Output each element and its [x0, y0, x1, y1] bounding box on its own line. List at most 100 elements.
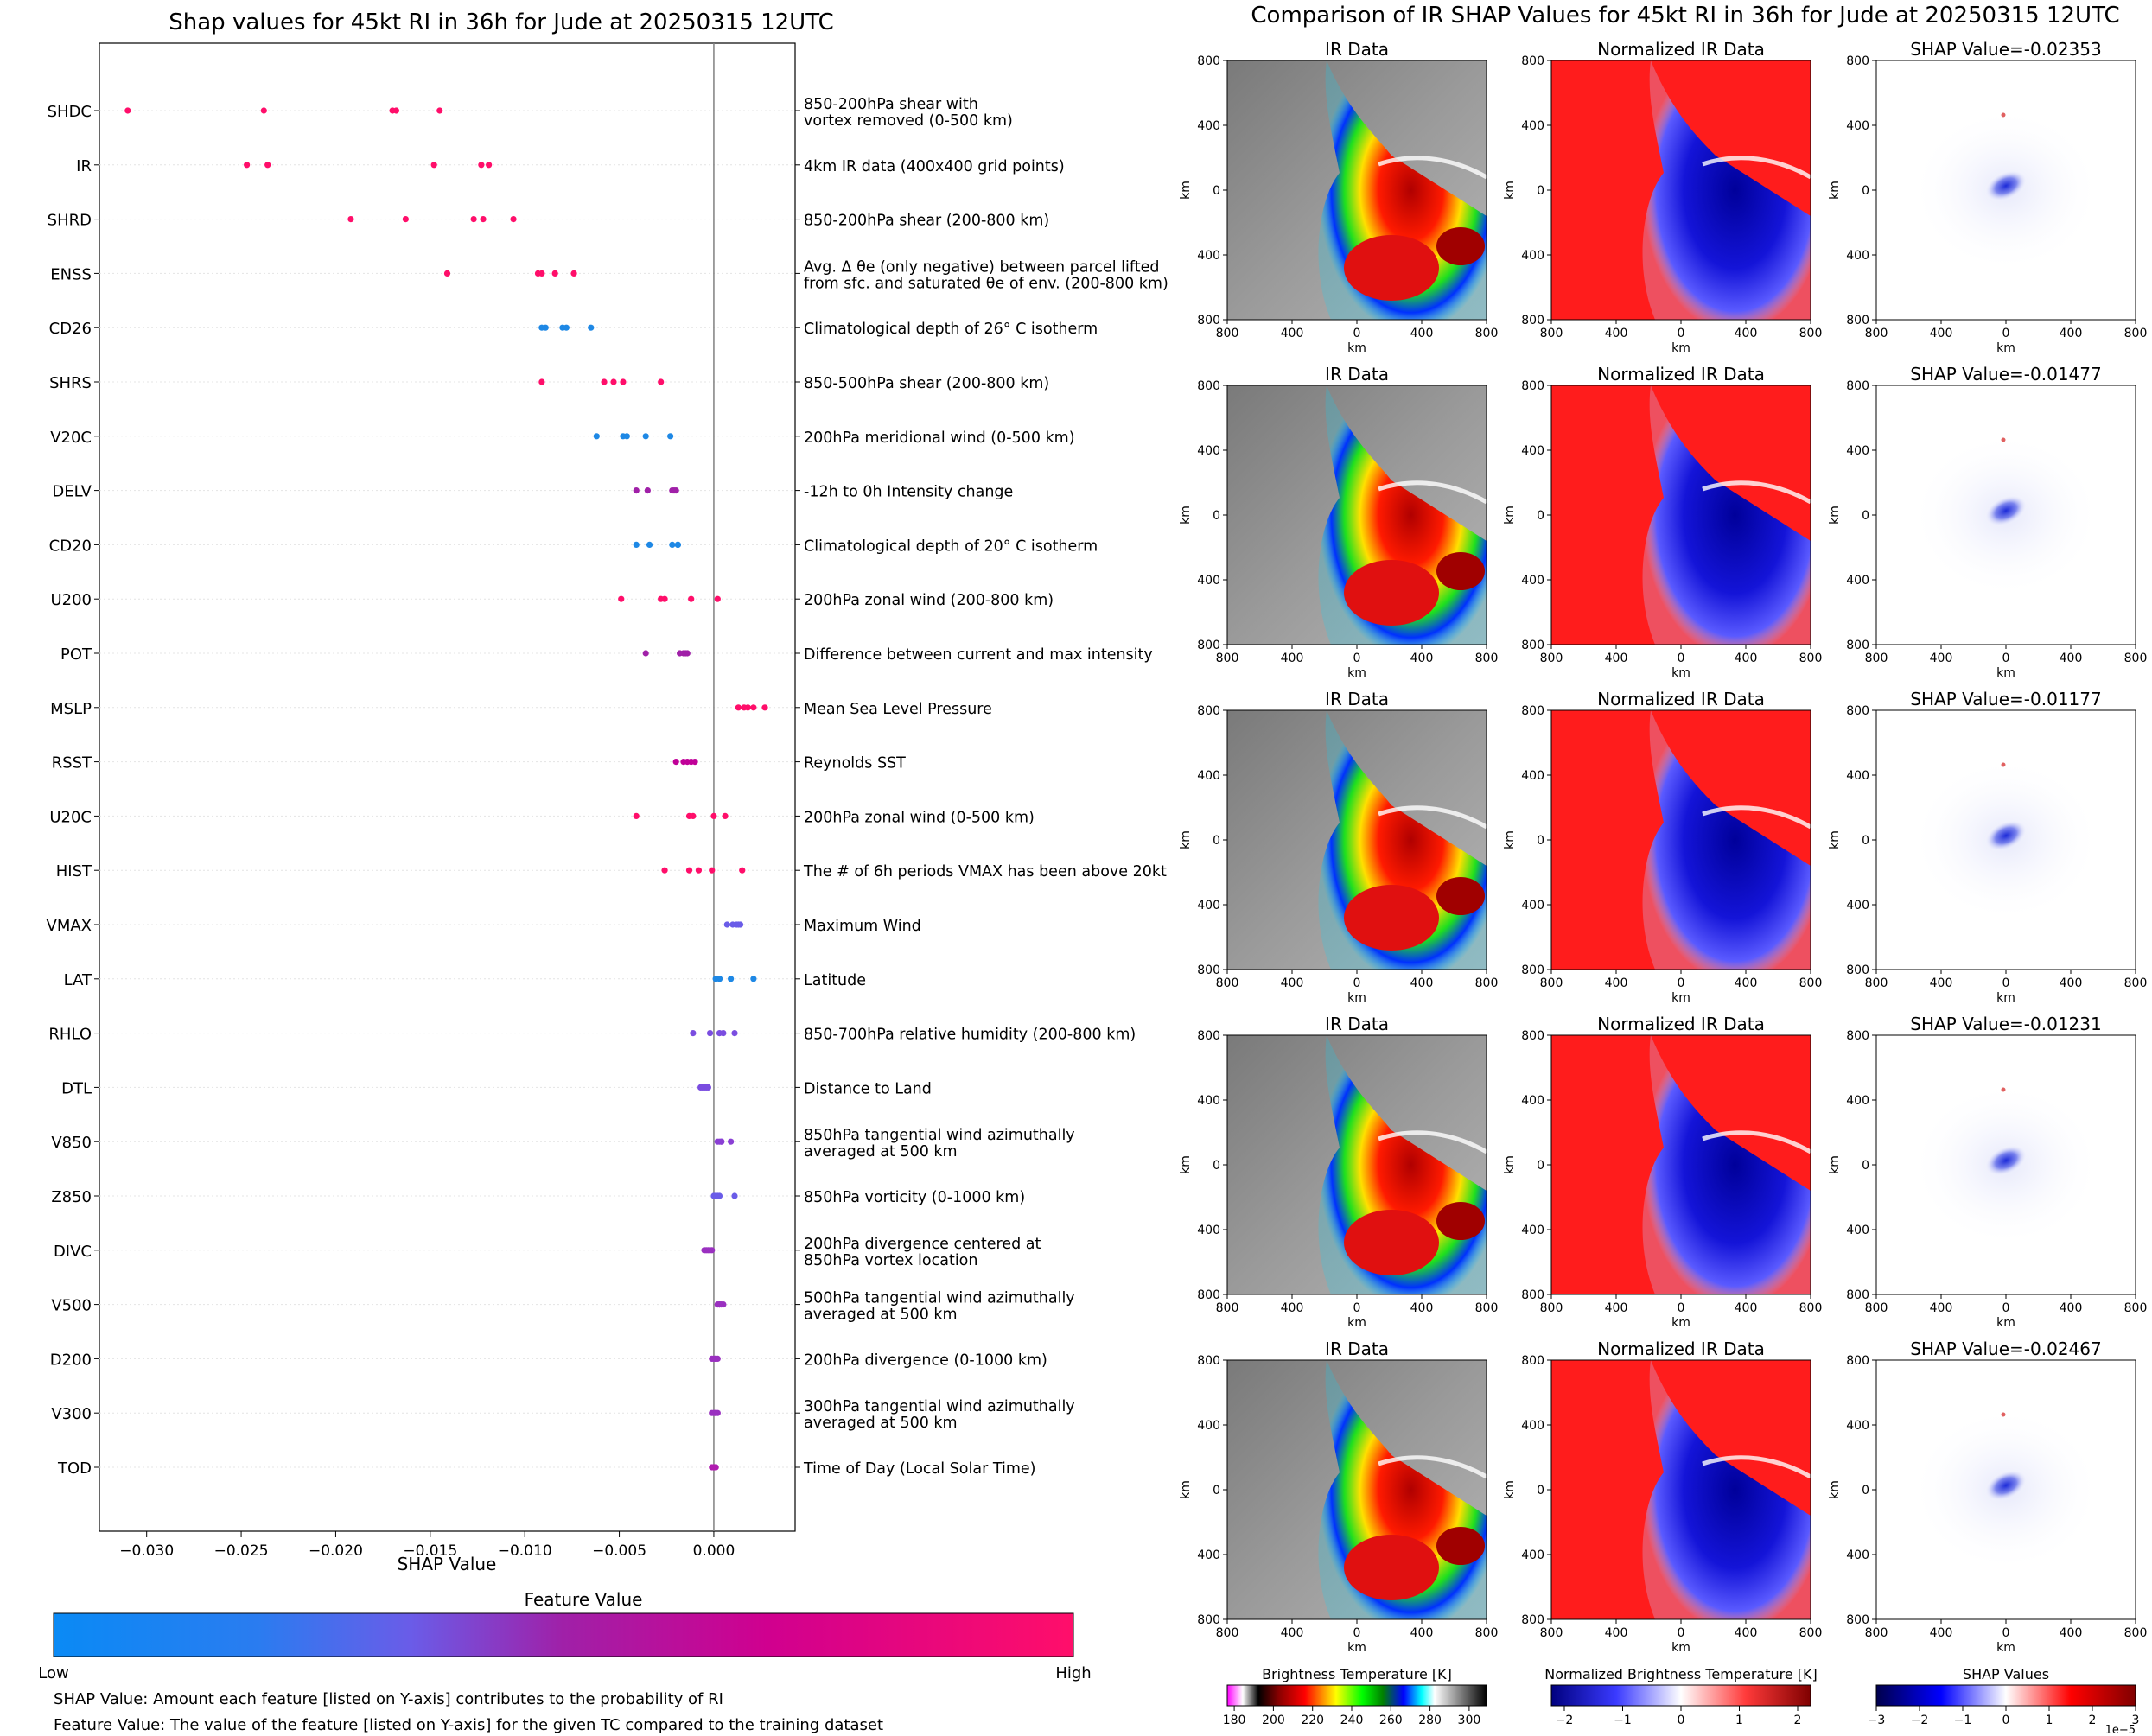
- shap-panel-1-ytick-label-1: 400: [1846, 119, 1869, 133]
- normalized-panel-1-ytick-label-0: 800: [1521, 54, 1544, 68]
- shap-point-cd20-0: [633, 541, 640, 549]
- cbNorm-tick-label-0: −2: [1556, 1714, 1574, 1727]
- shap-panel-3-red-speck: [2001, 762, 2006, 767]
- ir-panel-5-ylabel: km: [1179, 1480, 1193, 1499]
- shap-panel-4-xtick-label-4: 800: [2124, 1301, 2148, 1315]
- ir-panel-3-ytick-label-3: 400: [1197, 899, 1220, 913]
- feature-code-v20c: V20C: [50, 429, 92, 447]
- normalized-panel-4-storm: [1642, 1035, 1811, 1294]
- shap-panel-3-xtick-label-0: 800: [1865, 976, 1888, 990]
- feature-gridlines: [94, 110, 800, 1468]
- normalized-colorbar: [1550, 1684, 1811, 1707]
- shap-panel-4-xtick-label-3: 400: [2060, 1301, 2083, 1315]
- shap-point-shrd-3: [480, 216, 487, 223]
- normalized-panel-3-ytick-label-1: 400: [1521, 769, 1544, 783]
- ir-panel-5-ytick-label-1: 400: [1197, 1419, 1220, 1433]
- x-tick-label-5: −0.005: [592, 1542, 646, 1560]
- normalized-panel-1-xtick-label-0: 800: [1540, 327, 1563, 340]
- ir-panel-3-xlabel: km: [1347, 991, 1366, 1005]
- feature-code-hist: HIST: [56, 862, 92, 881]
- shap-colorbar: [1875, 1684, 2136, 1707]
- shap-panel-5-ytick-label-0: 800: [1846, 1354, 1869, 1368]
- cbNorm-tick-label-1: −1: [1614, 1714, 1632, 1727]
- ir-panel-2-xtick-label-2: 0: [1353, 652, 1361, 665]
- ir-panel-4-xtick-label-3: 400: [1410, 1301, 1434, 1315]
- shap-point-v20c-0: [593, 433, 600, 440]
- shap-panel-5-core-signal: [1984, 1469, 2028, 1502]
- ir-panel-2-core: [1344, 560, 1439, 626]
- feature-desc-lat-0: Latitude: [804, 972, 866, 989]
- shap-point-d200-4: [714, 1355, 721, 1362]
- ir-panel-2-ytick-label-0: 800: [1197, 379, 1220, 393]
- feature-code-shrs: SHRS: [49, 374, 92, 392]
- normalized-panel-1-xtick-label-1: 400: [1605, 327, 1628, 340]
- shap-panel-1-title: SHAP Value=-0.02353: [1910, 39, 2101, 60]
- normalized-panel-5-ytick-label-0: 800: [1521, 1354, 1544, 1368]
- shap-point-mslp-4: [761, 704, 768, 711]
- shap-point-tod-4: [712, 1464, 719, 1471]
- shap-point-shdc-3: [392, 107, 400, 114]
- normalized-panel-5-storm: [1642, 1360, 1811, 1619]
- normalized-panel-4-xtick-label-0: 800: [1540, 1301, 1563, 1315]
- normalized-panel-3-ytick-label-0: 800: [1521, 704, 1544, 718]
- feature-desc-divc-1: 850hPa vortex location: [804, 1252, 977, 1269]
- shap-point-rhlo-4: [731, 1030, 738, 1037]
- shap-point-shrs-3: [620, 378, 627, 385]
- ir-panel-1-ytick-label-0: 800: [1197, 54, 1220, 68]
- ir-panel-2-ytick-label-1: 400: [1197, 444, 1220, 458]
- shap-point-pot-4: [684, 650, 691, 657]
- shap-x-ticks: −0.030 −0.025 −0.020 −0.015 −0.010 −0.005 0.00…: [119, 1531, 735, 1560]
- ir-panel-3-xtick-label-1: 400: [1281, 976, 1304, 990]
- shap-panel-1-ytick-label-0: 800: [1846, 54, 1869, 68]
- feature-desc-cd26-0: Climatological depth of 26° C isotherm: [804, 321, 1098, 338]
- feature-desc-v850-0: 850hPa tangential wind azimuthally: [804, 1127, 1075, 1144]
- shap-panel-2-ytick-label-0: 800: [1846, 379, 1869, 393]
- shap-panel-4-ytick-label-3: 400: [1846, 1224, 1869, 1237]
- shap-point-shrs-4: [658, 378, 665, 385]
- shap-panel-1-core-signal: [1984, 169, 2028, 202]
- normalized-panel-1-cloud-band: [1702, 156, 1812, 180]
- normalized-panel-1-ytick-label-3: 400: [1521, 249, 1544, 263]
- normalized-panel-3-xtick-label-3: 400: [1735, 976, 1758, 990]
- shap-point-shrs-1: [601, 378, 608, 385]
- shap-point-v850-4: [728, 1138, 735, 1145]
- shap-point-ir-0: [244, 162, 251, 169]
- ir-panel-1-ylabel: km: [1179, 181, 1193, 200]
- feature-value-colorbar: [53, 1612, 1074, 1657]
- shap-panel-2-ytick-label-2: 0: [1862, 509, 1869, 523]
- ir-panel-4-ylabel: km: [1179, 1155, 1193, 1174]
- normalized-panel-2-ytick-label-2: 0: [1537, 509, 1544, 523]
- shap-panel-1-xtick-label-2: 0: [2002, 327, 2010, 340]
- shap-panel-3-ytick-label-1: 400: [1846, 769, 1869, 783]
- shap-panel-2-xtick-label-4: 800: [2124, 652, 2148, 665]
- feature-desc-shdc-0: 850-200hPa shear with: [804, 96, 978, 113]
- comparison-title: Comparison of IR SHAP Values for 45kt RI…: [1251, 3, 2119, 29]
- normalized-panel-2-xtick-label-1: 400: [1605, 652, 1628, 665]
- shap-point-ir-4: [486, 162, 493, 169]
- shap-panel-1-ytick-label-2: 0: [1862, 184, 1869, 198]
- shap-point-u20c-4: [722, 812, 729, 820]
- shap-point-ir-2: [430, 162, 437, 169]
- shap-panel-5-xlabel: km: [1996, 1641, 2015, 1655]
- normalized-panel-3-ytick-label-3: 400: [1521, 899, 1544, 913]
- ir-panel-3-ytick-label-4: 800: [1197, 963, 1220, 977]
- normalized-panel-3-cloud-band: [1702, 805, 1812, 830]
- shap-point-v300-4: [714, 1409, 721, 1416]
- shap-colorbar-exponent: 1e−5: [2105, 1724, 2136, 1736]
- shap-point-shdc-0: [124, 107, 131, 114]
- x-tick-label-3: −0.015: [403, 1542, 457, 1560]
- feature-desc-enss-1: from sfc. and saturated θe of env. (200-…: [804, 275, 1168, 292]
- feature-desc-mslp-0: Mean Sea Level Pressure: [804, 701, 992, 718]
- normalized-panel-3-xtick-label-2: 0: [1678, 976, 1685, 990]
- cbBright-tick-label-3: 240: [1340, 1714, 1364, 1727]
- note-shap-value: SHAP Value: Amount each feature [listed …: [54, 1690, 723, 1708]
- ir-panel-5-cloud-band: [1378, 1455, 1488, 1479]
- normalized-panel-4-ytick-label-4: 800: [1521, 1288, 1544, 1302]
- shap-point-divc-4: [709, 1247, 716, 1254]
- normalized-panel-2-xtick-label-4: 800: [1799, 652, 1823, 665]
- feature-code-ir: IR: [76, 157, 92, 175]
- note-feature-value: Feature Value: The value of the feature …: [54, 1716, 883, 1734]
- shap-point-v500-4: [720, 1301, 727, 1308]
